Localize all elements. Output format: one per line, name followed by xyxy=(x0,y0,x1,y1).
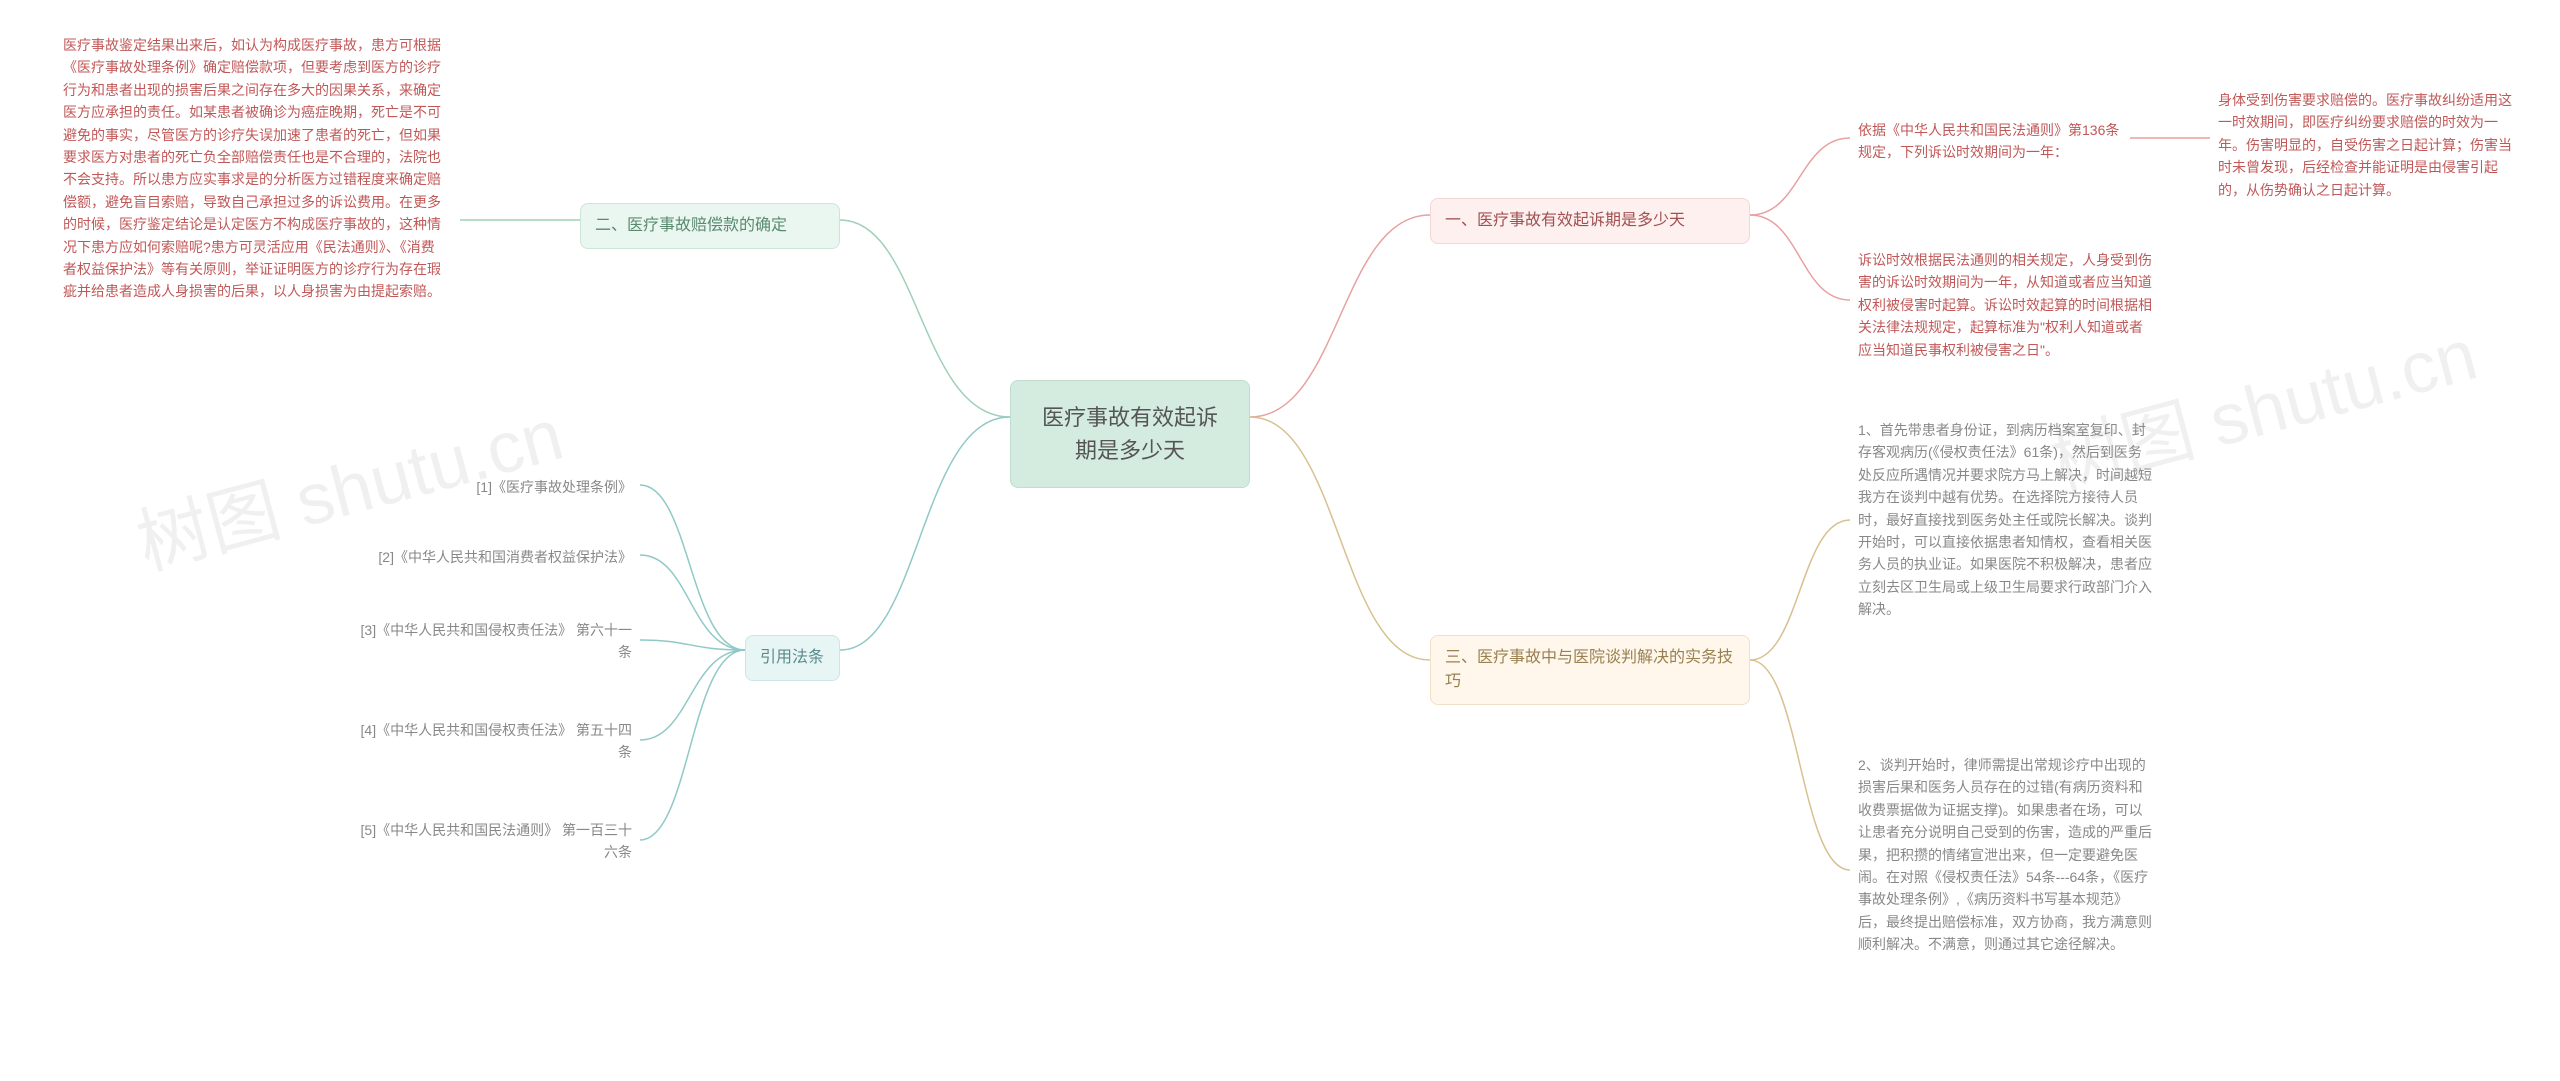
root-node: 医疗事故有效起诉期是多少天 xyxy=(1010,380,1250,488)
branch-1-leaf-1: 依据《中华人民共和国民法通则》第136条规定，下列诉讼时效期间为一年： xyxy=(1850,115,2130,168)
branch-4: 引用法条 xyxy=(745,635,840,681)
branch-4-item-3: [4]《中华人民共和国侵权责任法》 第五十四条 xyxy=(340,715,640,768)
branch-3-leaf-2: 2、谈判开始时，律师需提出常规诊疗中出现的损害后果和医务人员存在的过错(有病历资… xyxy=(1850,750,2160,960)
branch-3: 三、医疗事故中与医院谈判解决的实务技巧 xyxy=(1430,635,1750,705)
branch-4-item-1: [2]《中华人民共和国消费者权益保护法》 xyxy=(340,542,640,572)
branch-1: 一、医疗事故有效起诉期是多少天 xyxy=(1430,198,1750,244)
branch-2-leaf-1: 医疗事故鉴定结果出来后，如认为构成医疗事故，患方可根据《医疗事故处理条例》确定赔… xyxy=(55,30,455,307)
branch-4-item-0: [1]《医疗事故处理条例》 xyxy=(340,472,640,502)
branch-1-leaf-1a: 身体受到伤害要求赔偿的。医疗事故纠纷适用这一时效期间，即医疗纠纷要求赔偿的时效为… xyxy=(2210,85,2520,205)
branch-2: 二、医疗事故赔偿款的确定 xyxy=(580,203,840,249)
branch-4-item-2: [3]《中华人民共和国侵权责任法》 第六十一条 xyxy=(340,615,640,668)
branch-4-item-4: [5]《中华人民共和国民法通则》 第一百三十六条 xyxy=(340,815,640,868)
branch-3-leaf-1: 1、首先带患者身份证，到病历档案室复印、封存客观病历(《侵权责任法》61条)，然… xyxy=(1850,415,2160,625)
branch-1-leaf-2: 诉讼时效根据民法通则的相关规定，人身受到伤害的诉讼时效期间为一年，从知道或者应当… xyxy=(1850,245,2160,365)
